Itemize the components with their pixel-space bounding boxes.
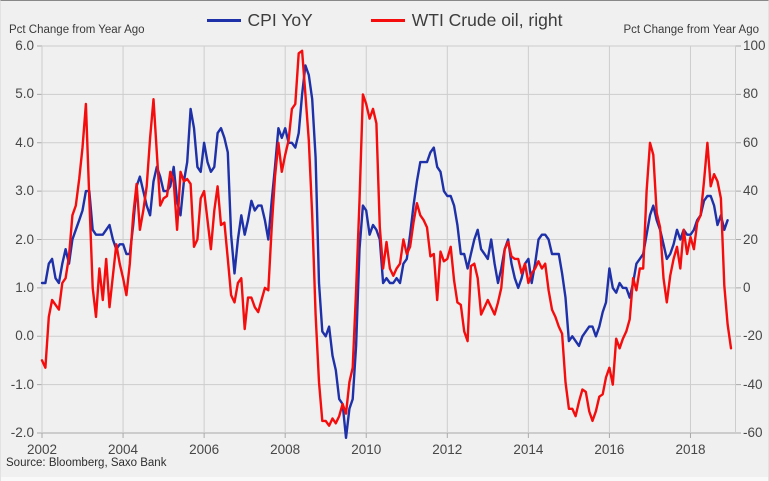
- y-axis-left-tick-label: 6.0: [15, 38, 34, 53]
- y-axis-left-tick-label: 0.0: [15, 328, 34, 344]
- right-axis-caption: Pct Change from Year Ago: [623, 24, 759, 36]
- source-note: Source: Bloomberg, Saxo Bank: [6, 457, 167, 469]
- x-axis-tick-label: 2002: [26, 442, 58, 457]
- y-axis-right-tick-label: -40: [743, 376, 763, 392]
- x-axis-tick-label: 2008: [270, 442, 301, 457]
- y-axis-right-tick-label: -20: [743, 328, 763, 344]
- y-axis-right-tick-label: 0: [743, 279, 751, 295]
- y-axis-left-tick-label: -2.0: [10, 425, 34, 440]
- y-axis-right-tick-label: -60: [743, 425, 763, 440]
- y-axis-right-tick-label: 60: [743, 134, 759, 150]
- legend-label-cpi: CPI YoY: [247, 10, 313, 30]
- y-axis-right-tick-label: 100: [743, 38, 766, 53]
- wti-line: [40, 49, 733, 427]
- x-axis-tick-label: 2006: [189, 442, 220, 457]
- cpi-line-swatch-icon: [206, 18, 241, 22]
- x-axis-tick-label: 2010: [351, 442, 382, 457]
- legend-item-wti: WTI Crude oil, right: [370, 8, 563, 32]
- cpi-line: [40, 64, 729, 439]
- y-axis-left-tick-label: 4.0: [15, 134, 34, 150]
- x-axis-tick-label: 2004: [108, 442, 139, 457]
- window-bottom-edge: [1, 477, 768, 481]
- y-axis-left-tick-label: 3.0: [15, 183, 34, 199]
- legend-item-cpi: CPI YoY: [206, 8, 313, 32]
- y-axis-left-tick-label: 1.0: [15, 279, 34, 295]
- y-axis-right-tick-label: 80: [743, 86, 759, 102]
- wti-line-swatch-icon: [370, 18, 405, 22]
- x-axis-tick-label: 2012: [432, 442, 463, 457]
- y-axis-left-tick-label: 2.0: [15, 231, 34, 247]
- x-axis-tick-label: 2014: [513, 442, 544, 457]
- left-axis-caption: Pct Change from Year Ago: [9, 24, 145, 36]
- y-axis-left-tick-label: 5.0: [15, 86, 34, 102]
- x-axis-tick-label: 2016: [594, 442, 625, 457]
- x-axis-tick-label: 2018: [675, 442, 706, 457]
- y-axis-left-tick-label: -1.0: [10, 376, 34, 392]
- chart-legend: CPI YoY WTI Crude oil, right: [1, 8, 768, 32]
- y-axis-right-tick-label: 40: [743, 183, 759, 199]
- y-axis-right-tick-label: 20: [743, 231, 759, 247]
- legend-label-wti: WTI Crude oil, right: [411, 10, 563, 30]
